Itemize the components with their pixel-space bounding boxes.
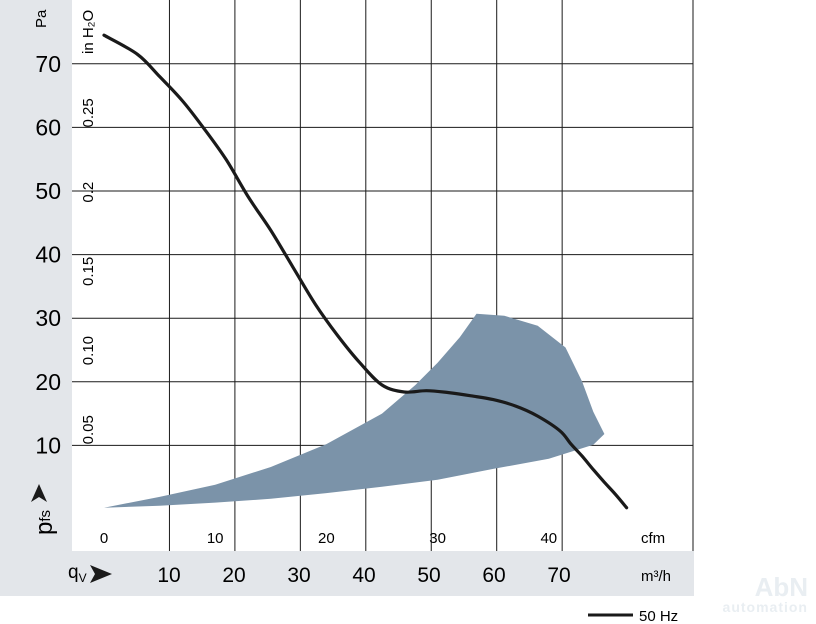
legend-label-50hz: 50 Hz: [639, 608, 678, 624]
m3h-tick-label: 70: [547, 564, 570, 587]
pa-tick-label: 40: [35, 242, 61, 268]
x-axis-label: qV: [68, 562, 87, 585]
inh2o-tick-label: 0.15: [80, 257, 97, 286]
inh2o-tick-label: 0.05: [80, 415, 97, 444]
m3h-tick-label: 20: [222, 564, 245, 587]
series-line-50hz: [102, 33, 629, 510]
y-axis-label: pfs: [31, 510, 58, 535]
cfm-tick-label: 10: [207, 530, 224, 547]
m3h-unit-label: m³/h: [641, 568, 671, 585]
legend: 50 Hz: [588, 608, 678, 624]
cfm-tick-label: 40: [540, 530, 557, 547]
series-layer: [102, 33, 629, 510]
operating-range-area: [104, 313, 605, 508]
m3h-tick-label: 40: [352, 564, 375, 587]
m3h-tick-label: 50: [417, 564, 440, 587]
pa-tick-label: 20: [35, 369, 61, 395]
y-axis-label-sub: fs: [37, 510, 54, 522]
watermark-logo: AbN automation: [722, 572, 808, 615]
grid: [72, 0, 694, 551]
inh2o-tick-label: 0.10: [80, 336, 97, 365]
cfm-unit-label: cfm: [641, 530, 665, 547]
y-axis-label-main: p: [31, 522, 58, 535]
y-axis-label-group: pfs: [31, 484, 58, 535]
cfm-tick-label: 0: [100, 530, 108, 547]
pa-tick-label: 60: [35, 114, 61, 140]
pa-tick-label: 70: [35, 51, 61, 77]
bottom-axis-panel: [0, 551, 694, 596]
inh2o-unit-label: in H₂O: [80, 10, 97, 54]
pa-unit-label: Pa: [33, 9, 50, 28]
m3h-tick-label: 30: [287, 564, 310, 587]
y-axis-arrow-icon: [31, 484, 47, 502]
cfm-tick-label: 20: [318, 530, 335, 547]
inh2o-tick-label: 0.25: [80, 98, 97, 127]
tick-labels: 10 20 30 40 50 60 70 0.05 0.10 0.15 0.2 0.25 0 10 20 30…: [35, 51, 570, 587]
m3h-tick-label: 60: [482, 564, 505, 587]
x-axis-arrow-icon: [90, 565, 112, 583]
operating-range-layer: [104, 313, 605, 508]
pa-tick-label: 10: [35, 432, 61, 458]
m3h-tick-label: 10: [157, 564, 180, 587]
cfm-tick-label: 30: [429, 530, 446, 547]
inh2o-tick-label: 0.2: [80, 182, 97, 203]
pa-tick-label: 50: [35, 178, 61, 204]
x-axis-label-group: qV: [68, 562, 112, 585]
pa-tick-label: 30: [35, 305, 61, 331]
background-panels: [0, 0, 694, 596]
left-axis-panel: [0, 0, 72, 551]
